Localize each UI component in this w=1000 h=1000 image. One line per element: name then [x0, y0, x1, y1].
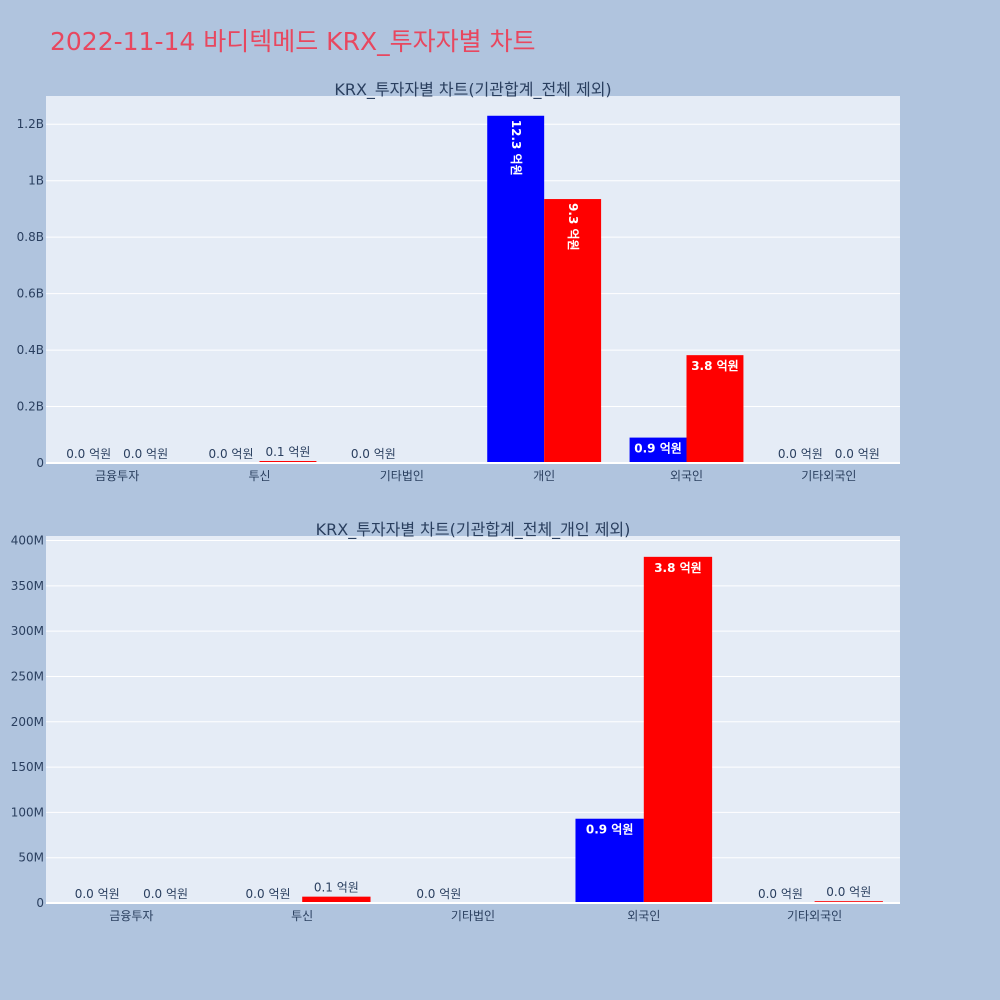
y-tick-label: 50M: [18, 851, 44, 865]
data-label: 0.0 억원: [778, 447, 823, 461]
data-label: 0.0 억원: [826, 885, 871, 899]
data-label: 0.0 억원: [416, 887, 461, 901]
data-label: 12.3 억원: [509, 120, 523, 176]
x-tick-label: 개인: [533, 469, 555, 483]
x-tick-label: 투신: [248, 469, 270, 483]
data-label: 0.9 억원: [586, 823, 634, 837]
plot-area: [46, 536, 900, 903]
bar: [575, 818, 644, 903]
y-tick-label: 400M: [11, 534, 44, 548]
y-tick-label: 0.8B: [17, 230, 44, 244]
data-label: 0.0 억원: [75, 887, 120, 901]
y-tick-label: 0: [36, 456, 44, 470]
data-label: 0.0 억원: [835, 447, 880, 461]
bar: [643, 556, 713, 903]
y-tick-label: 300M: [11, 624, 44, 638]
x-tick-label: 기타법인: [451, 909, 495, 923]
x-tick-label: 기타외국인: [787, 909, 842, 923]
x-tick-label: 외국인: [670, 469, 703, 483]
chart-top: 0 0.2B 0.4B 0.6B 0.8B 1B 1.2B KRX_투자자별 차트(기관합계_…: [17, 80, 900, 483]
data-label: 0.0 억원: [209, 447, 254, 461]
y-tick-label: 250M: [11, 669, 44, 683]
y-tick-label: 0.4B: [17, 343, 44, 357]
data-label: 0.1 억원: [265, 445, 310, 459]
data-label: 9.3 억원: [566, 203, 580, 251]
chart-title: KRX_투자자별 차트(기관합계_전체_개인 제외): [316, 520, 631, 540]
bar: [487, 115, 545, 463]
data-label: 3.8 억원: [654, 561, 702, 575]
x-tick-label: 기타외국인: [801, 469, 856, 483]
y-tick-label: 0.2B: [17, 400, 44, 414]
plot-area: [46, 96, 900, 463]
y-tick-label: 0: [36, 896, 44, 910]
y-tick-label: 1B: [28, 174, 44, 188]
chart-title: KRX_투자자별 차트(기관합계_전체 제외): [334, 80, 611, 100]
y-tick-label: 1.2B: [17, 117, 44, 131]
x-tick-label: 투신: [291, 909, 313, 923]
bar: [686, 355, 744, 463]
chart-bottom: 0 50M 100M 150M 200M 250M 300M 350M 400M KRX_투자자별…: [11, 520, 900, 923]
data-label: 0.0 억원: [758, 887, 803, 901]
data-label: 0.1 억원: [314, 881, 359, 895]
bar: [629, 437, 687, 463]
x-tick-label: 금융투자: [109, 909, 153, 923]
y-tick-label: 100M: [11, 805, 44, 819]
x-tick-label: 외국인: [627, 909, 660, 923]
data-label: 3.8 억원: [691, 359, 739, 373]
data-label: 0.0 억원: [123, 447, 168, 461]
y-tick-label: 150M: [11, 760, 44, 774]
x-tick-label: 기타법인: [380, 469, 424, 483]
bar: [544, 199, 602, 464]
bar: [302, 896, 371, 903]
data-label: 0.0 억원: [66, 447, 111, 461]
page-title: 2022-11-14 바디텍메드 KRX_투자자별 차트: [50, 27, 536, 56]
x-tick-label: 금융투자: [95, 469, 139, 483]
data-label: 0.0 억원: [143, 887, 188, 901]
y-tick-label: 350M: [11, 579, 44, 593]
y-tick-label: 0.6B: [17, 287, 44, 301]
data-label: 0.0 억원: [246, 887, 291, 901]
y-tick-label: 200M: [11, 715, 44, 729]
data-label: 0.0 억원: [351, 447, 396, 461]
data-label: 0.9 억원: [634, 442, 682, 456]
